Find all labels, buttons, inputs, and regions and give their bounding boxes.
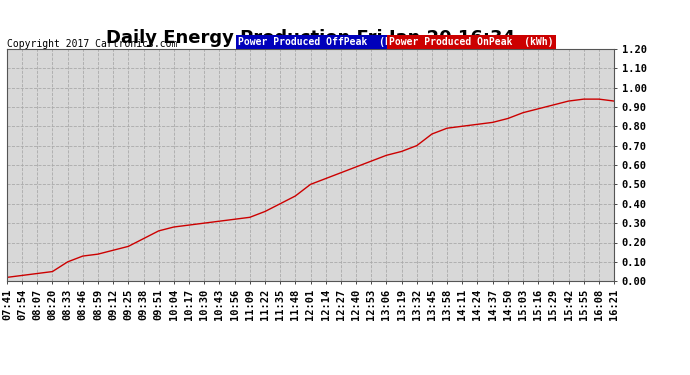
Title: Daily Energy Production Fri Jan 20 16:34: Daily Energy Production Fri Jan 20 16:34	[106, 29, 515, 47]
Text: Power Produced OnPeak  (kWh): Power Produced OnPeak (kWh)	[389, 37, 554, 47]
Text: Copyright 2017 Cartronics.com: Copyright 2017 Cartronics.com	[7, 39, 177, 50]
Text: Power Produced OffPeak  (kWh): Power Produced OffPeak (kWh)	[237, 37, 408, 47]
